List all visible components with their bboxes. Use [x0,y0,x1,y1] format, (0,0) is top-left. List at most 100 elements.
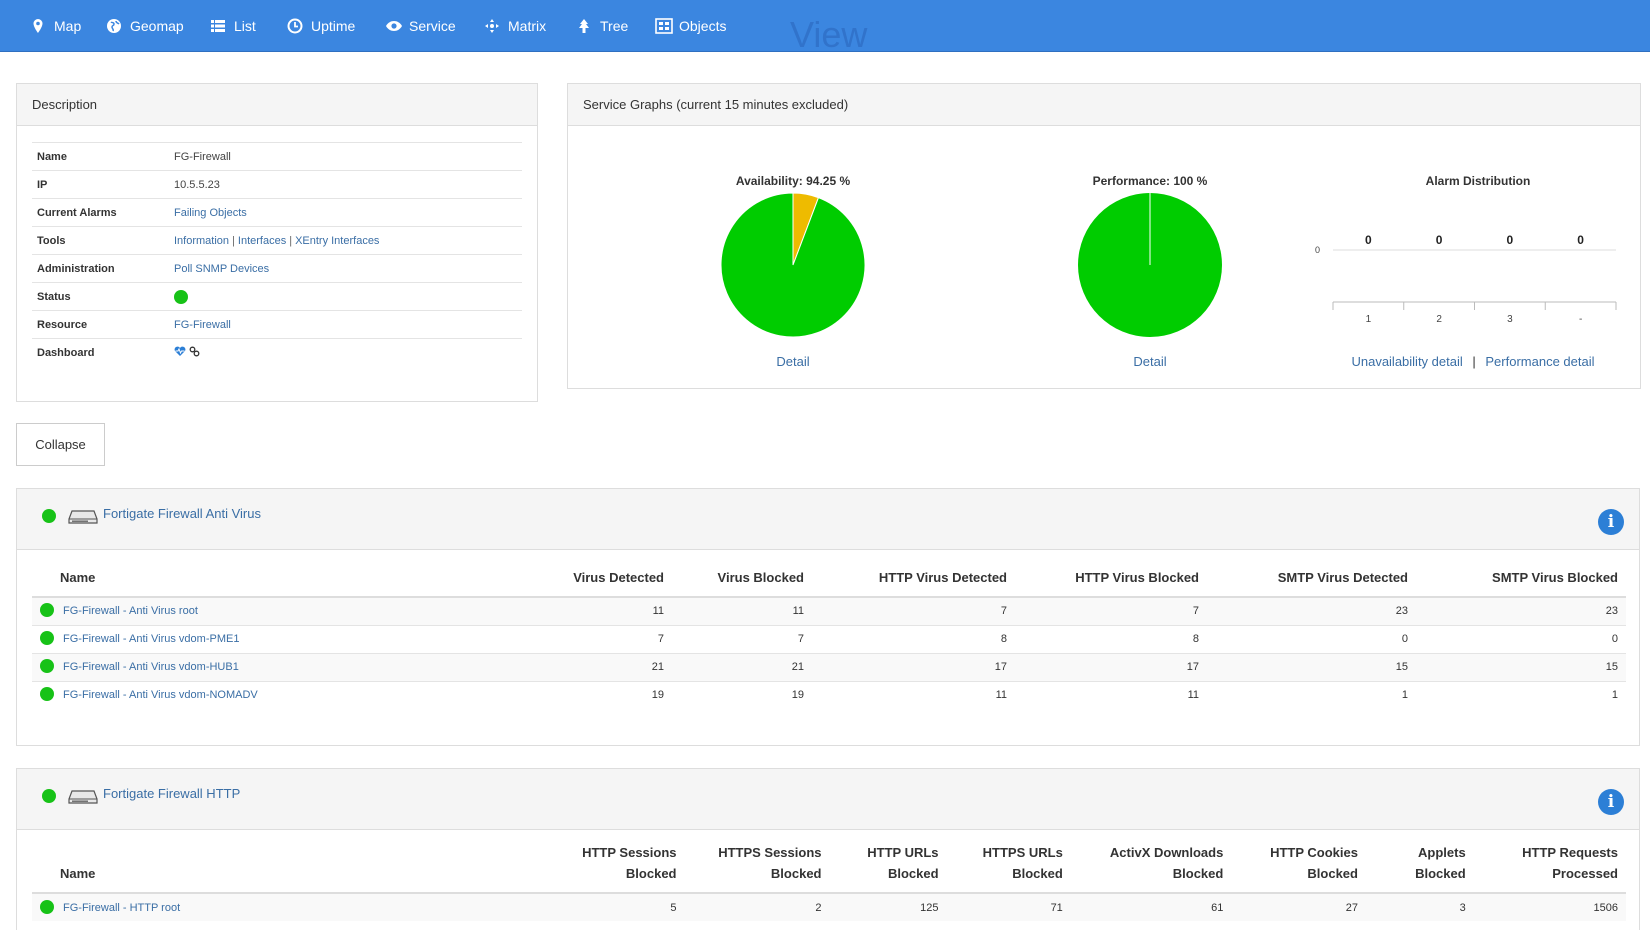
description-header: Description [17,84,537,126]
column-header[interactable]: HTTP Sessions Blocked [558,842,685,894]
value-cell: 19 [552,680,672,709]
column-header-line2: Blocked [1172,866,1224,881]
nav-matrix[interactable]: Matrix [484,0,546,52]
performance-detail-link[interactable]: Detail [1133,354,1167,369]
availability-detail-link[interactable]: Detail [776,354,810,369]
nav-label: Tree [600,18,629,34]
performance-detail-link-2[interactable]: Performance detail [1485,354,1595,369]
column-header[interactable]: HTTP Virus Blocked [1015,567,1207,598]
antivirus-section-title[interactable]: Fortigate Firewall Anti Virus [103,506,261,521]
column-header[interactable]: ActivX Downloads Blocked [1070,842,1232,894]
row-name-link[interactable]: FG-Firewall - Anti Virus vdom-HUB1 [63,660,239,673]
value-cell: 7 [672,624,812,653]
nav-label: Uptime [311,18,356,34]
desc-key: Tools [32,226,169,255]
column-header-line2: Blocked [1415,866,1466,881]
column-header[interactable]: Applets Blocked [1365,842,1474,894]
column-header-line1: HTTPS URLs [982,845,1063,860]
information-link[interactable]: Information [174,234,230,247]
column-header[interactable]: Name [32,842,559,894]
column-header[interactable]: HTTPS URLs Blocked [946,842,1071,894]
value-cell: 27 [1231,892,1366,921]
row-name-link[interactable]: FG-Firewall - Anti Virus vdom-NOMADV [63,689,258,702]
nav-geomap[interactable]: Geomap [106,0,184,52]
desc-row-ip: IP 10.5.5.23 [32,170,522,199]
heartbeat-icon[interactable] [174,346,186,360]
nav-label: List [234,18,256,34]
column-header[interactable]: SMTP Virus Detected [1207,567,1416,598]
description-panel: Description Name FG-Firewall IP 10.5.5.2… [16,83,538,402]
value-cell: 15 [1207,652,1416,681]
column-header[interactable]: HTTP URLs Blocked [829,842,947,894]
column-header-line1: HTTP Cookies [1270,845,1358,860]
desc-row-status: Status [32,282,522,311]
column-header-line1: Applets [1418,845,1466,860]
column-header-line2: Processed [1552,866,1618,881]
resource-link[interactable]: FG-Firewall [174,318,231,331]
nav-label: Map [54,18,82,34]
row-name-link[interactable]: FG-Firewall - HTTP root [63,901,181,914]
info-icon[interactable]: i [1598,509,1624,535]
column-header[interactable]: HTTP Cookies Blocked [1231,842,1366,894]
desc-key: Resource [32,310,169,339]
column-header-line2: Blocked [625,866,677,881]
desc-key: Administration [32,254,169,283]
column-header[interactable]: SMTP Virus Blocked [1416,567,1626,598]
value-cell: 23 [1416,596,1626,625]
service-graphs-header: Service Graphs (current 15 minutes exclu… [568,84,1640,126]
column-header[interactable]: HTTP Requests Processed [1473,842,1626,894]
table-row: FG-Firewall - Anti Virus vdom-NOMADV 19 19… [32,680,1626,709]
failing-objects-link[interactable]: Failing Objects [174,206,247,219]
nav-tree[interactable]: Tree [576,0,628,52]
unavailability-detail-link[interactable]: Unavailability detail [1351,354,1463,369]
nav-label: Service [409,18,456,34]
xentry-interfaces-link[interactable]: XEntry Interfaces [295,234,380,247]
link-icon[interactable] [189,346,200,360]
name-cell: FG-Firewall - Anti Virus vdom-HUB1 [32,652,552,681]
column-header-line1: HTTP Sessions [582,845,677,860]
separator: | [1472,354,1476,369]
column-header[interactable]: Virus Blocked [672,567,812,598]
availability-slice [720,192,866,338]
table-row: FG-Firewall - Anti Virus root 11 11 7 7 23 23 [32,596,1626,625]
column-header[interactable]: Name [32,567,552,598]
value-cell: 1 [1416,680,1626,709]
interfaces-link[interactable]: Interfaces [237,234,287,247]
nav-label: Matrix [508,18,547,34]
device-icon [68,789,98,805]
bar-value-label: 0 [1436,233,1443,247]
x-tick-label: 2 [1436,314,1442,325]
nav-uptime[interactable]: Uptime [287,0,355,52]
column-header[interactable]: HTTPS Sessions Blocked [684,842,830,894]
value-cell: 8 [812,624,1015,653]
separator: | [289,234,293,247]
http-table: Name HTTP Sessions Blocked HTTPS Sessions Bl… [32,842,1626,921]
nav-map[interactable]: Map [30,0,81,52]
column-header[interactable]: HTTP Virus Detected [812,567,1015,598]
column-header-line1: HTTP URLs [867,845,939,860]
performance-pie-chart [1078,193,1222,337]
column-header[interactable]: Virus Detected [552,567,672,598]
value-cell: 23 [1207,596,1416,625]
collapse-button[interactable]: Collapse [16,423,105,466]
row-name-link[interactable]: FG-Firewall - Anti Virus vdom-PME1 [63,632,240,645]
info-icon[interactable]: i [1598,789,1624,815]
value-cell: 1506 [1473,892,1626,921]
poll-snmp-link[interactable]: Poll SNMP Devices [174,262,270,275]
nav-service[interactable]: Service [385,0,456,52]
http-section-title[interactable]: Fortigate Firewall HTTP [103,786,241,801]
value-cell: 125 [829,892,947,921]
desc-row-dashboard: Dashboard [32,338,522,367]
availability-pie-chart [720,192,866,338]
separator: | [232,234,235,247]
row-name-link[interactable]: FG-Firewall - Anti Virus root [63,605,198,618]
status-indicator [174,289,188,304]
column-header-line2: Name [60,866,96,881]
description-table: Name FG-Firewall IP 10.5.5.23 Current Al… [32,142,522,367]
nav-label: Objects [679,18,727,34]
value-cell: 7 [552,624,672,653]
nav-list[interactable]: List [210,0,256,52]
value-cell: 5 [558,892,685,921]
nav-objects[interactable]: Objects [655,0,726,52]
status-indicator [42,789,56,803]
